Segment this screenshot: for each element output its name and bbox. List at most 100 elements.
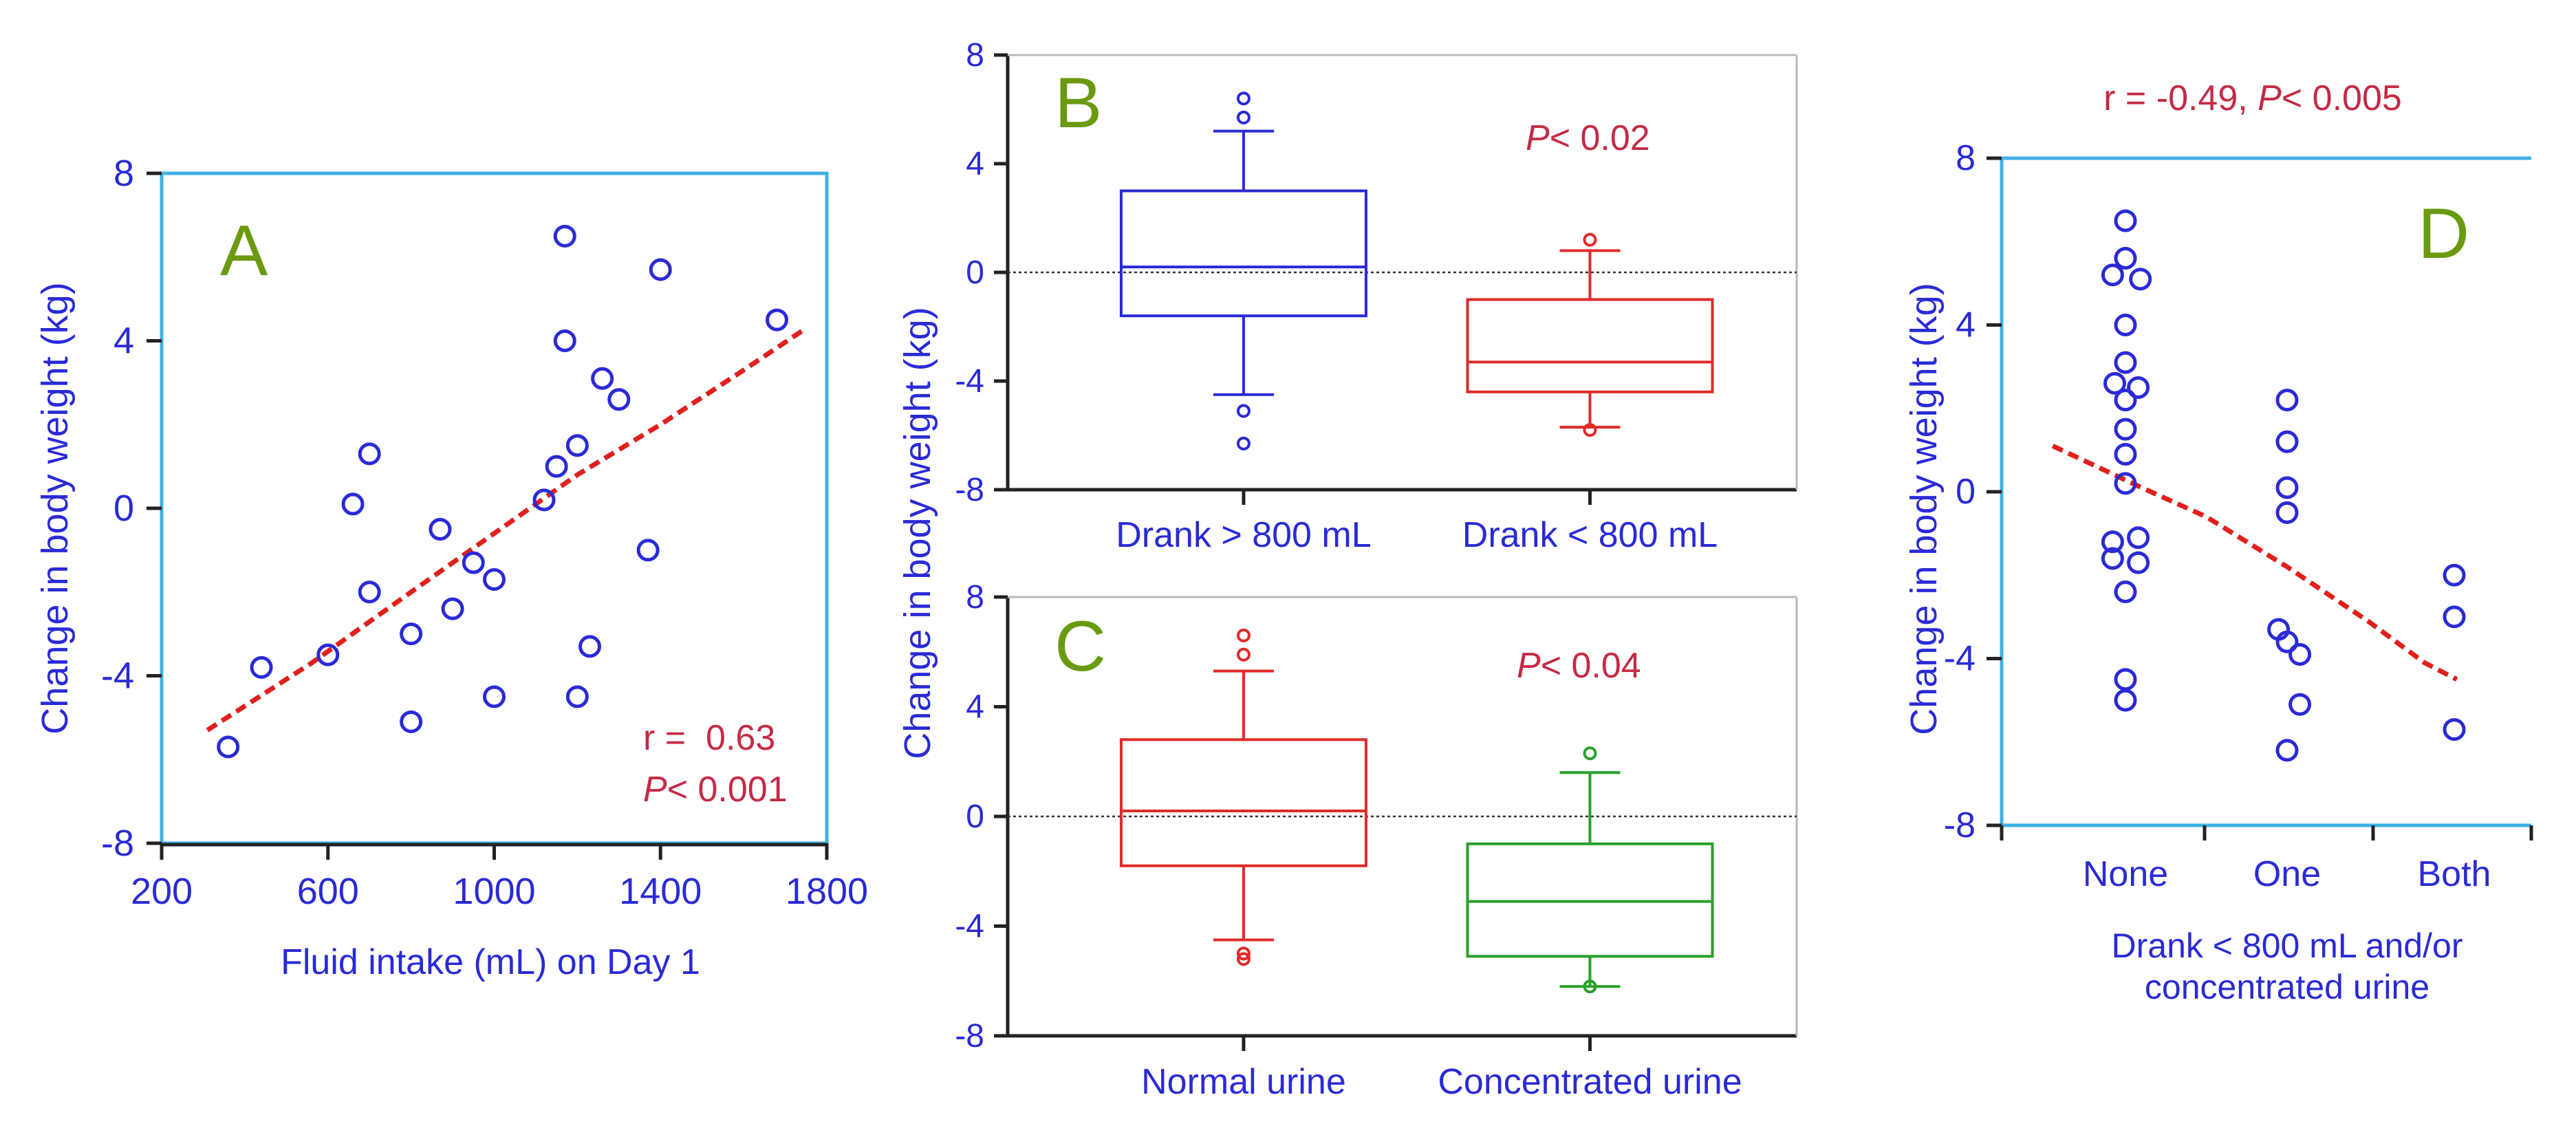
panel-d-trend-line — [2051, 444, 2458, 682]
panel-a-data-point — [358, 581, 381, 604]
panel-d-points — [2101, 209, 2466, 762]
panel-b-category-0: Drank > 800 mL — [1116, 515, 1371, 555]
c-box-1 — [1466, 746, 1714, 994]
panel-b-p-rest: < 0.02 — [1550, 118, 1650, 158]
panel-b-category-1: Drank < 800 mL — [1462, 515, 1718, 555]
b-y-tick-label: 4 — [966, 146, 984, 182]
panel-a-p-stat: P< 0.001 — [643, 770, 788, 810]
panel-a-p-italic: P — [643, 770, 667, 810]
b-box-iqr — [1119, 189, 1367, 318]
panel-b-boxplot: 8 4 0 -4 -8 B P< 0.02 Drank > 800 mL Drank <… — [955, 37, 1798, 555]
panel-d-category-label: None — [2083, 854, 2168, 894]
panel-a-r-stat: r = 0.63 — [643, 718, 775, 758]
panel-d-data-point — [2114, 314, 2137, 336]
panel-a-data-point — [545, 455, 568, 478]
panel-d-data-point — [2275, 389, 2299, 412]
panel-a-data-point — [483, 685, 506, 708]
panel-b-frame — [1006, 54, 1798, 492]
panel-d-data-point — [2101, 530, 2124, 554]
panel-d-data-point — [2129, 268, 2152, 291]
panel-a-x-tick-label: 1000 — [453, 871, 535, 912]
panel-a-data-point — [636, 539, 660, 562]
b-outlier — [1236, 404, 1251, 418]
panel-d-x-axis-label-line-1: Drank < 800 mL and/or — [2112, 926, 2463, 965]
panel-a-data-point — [483, 567, 506, 591]
panel-d-y-axis-label: Change in body weight (kg) — [1903, 283, 1945, 735]
panel-c-p-italic: P — [1517, 646, 1541, 686]
panel-a-y-tick-label: 0 — [113, 488, 134, 529]
c-outlier — [1583, 746, 1597, 761]
b-outlier — [1236, 91, 1251, 106]
panel-d-data-point — [2114, 417, 2137, 441]
panel-d-data-point — [2103, 371, 2126, 395]
panel-d-stat-title: r = -0.49, P< 0.005 — [2103, 78, 2402, 118]
panel-bc-y-axis-label: Change in body weight (kg) — [897, 307, 938, 759]
b-y-tick-label: 8 — [966, 37, 984, 74]
panel-a-y-tick-label: 8 — [113, 153, 134, 194]
c-outlier — [1236, 628, 1251, 642]
panel-d-data-point — [2127, 526, 2150, 550]
panel-c-boxplot: 8 4 0 -4 -8 C P< 0.04 Normal urine Concentra… — [897, 307, 1798, 1102]
panel-d-data-point — [2114, 442, 2137, 466]
c-outlier — [1236, 647, 1251, 662]
panel-a-data-point — [565, 434, 589, 457]
panel-c-frame — [1006, 596, 1798, 1038]
panel-d-data-point — [2114, 688, 2137, 712]
panel-d-data-point — [2114, 209, 2137, 232]
panel-d-data-point — [2443, 718, 2466, 741]
panel-d-y-tick-label: 8 — [1956, 138, 1976, 178]
panel-a-data-point — [607, 388, 631, 411]
panel-a-p-rest: < 0.001 — [667, 770, 788, 810]
panel-c-p-stat: P< 0.04 — [1517, 646, 1641, 686]
c-outlier — [1583, 979, 1597, 994]
panel-a-data-point — [553, 224, 576, 248]
panel-d-y-tick-label: 4 — [1956, 305, 1976, 345]
b-outlier — [1583, 423, 1597, 437]
panel-a-data-point — [400, 622, 423, 646]
panel-c-category-1: Concentrated urine — [1438, 1062, 1742, 1102]
panel-a-x-axis-label: Fluid intake (mL) on Day 1 — [281, 942, 700, 982]
panel-a-data-point — [578, 635, 602, 658]
panel-d-data-point — [2101, 547, 2124, 570]
panel-d-category-label: One — [2253, 854, 2321, 894]
panel-a-data-point — [765, 308, 788, 332]
panel-d-data-point — [2275, 501, 2299, 524]
panel-a-trend-line — [206, 326, 808, 733]
panel-d-strip-plot: 8 4 0 -4 -8 None One Both D r = -0.49, P< 0.005… — [1903, 78, 2533, 1006]
panel-d-ticks: 8 4 0 -4 -8 None One Both — [1944, 138, 2533, 894]
panel-a-data-point — [250, 655, 273, 679]
c-box-0 — [1119, 628, 1367, 966]
b-y-tick-label: -4 — [955, 363, 984, 400]
panel-a-x-tick-label: 200 — [131, 871, 193, 912]
panel-a-data-point — [462, 551, 485, 574]
panel-a-letter: A — [220, 211, 268, 291]
panel-d-data-point — [2114, 389, 2137, 412]
panel-a-data-point — [400, 710, 423, 733]
c-outlier — [1236, 952, 1251, 966]
panel-d-data-point — [2114, 247, 2137, 270]
panel-d-y-tick-label: -8 — [1944, 805, 1976, 845]
panel-b-letter: B — [1054, 63, 1102, 143]
panel-d-y-tick-label: 0 — [1956, 472, 1976, 512]
b-outlier — [1583, 232, 1597, 247]
c-y-tick-label: -8 — [955, 1018, 984, 1054]
panel-a-data-point — [217, 735, 240, 759]
panel-a-ticks: 8 4 0 -4 -8 200 600 1000 1400 1800 — [101, 153, 868, 912]
panel-a-x-tick-label: 1800 — [786, 871, 868, 912]
c-y-tick-label: 0 — [966, 799, 984, 835]
b-box-iqr — [1466, 298, 1714, 393]
panel-a-y-tick-label: -4 — [101, 655, 134, 697]
panel-d-data-point — [2101, 263, 2124, 287]
panel-a-x-tick-label: 1400 — [619, 871, 702, 912]
panel-a-trend-group — [206, 326, 808, 733]
panel-a-y-axis-label: Change in body weight (kg) — [34, 282, 76, 734]
panel-a-y-tick-label: -8 — [101, 823, 134, 864]
panel-b-ticks: 8 4 0 -4 -8 — [955, 37, 1592, 508]
panel-d-data-point — [2443, 563, 2466, 587]
panel-d-title-prefix: r = -0.49, — [2103, 78, 2258, 118]
c-box-iqr — [1119, 738, 1367, 867]
panel-d-data-point — [2275, 739, 2299, 762]
panel-a-points — [217, 224, 788, 759]
panel-b-p-italic: P — [1526, 118, 1550, 158]
